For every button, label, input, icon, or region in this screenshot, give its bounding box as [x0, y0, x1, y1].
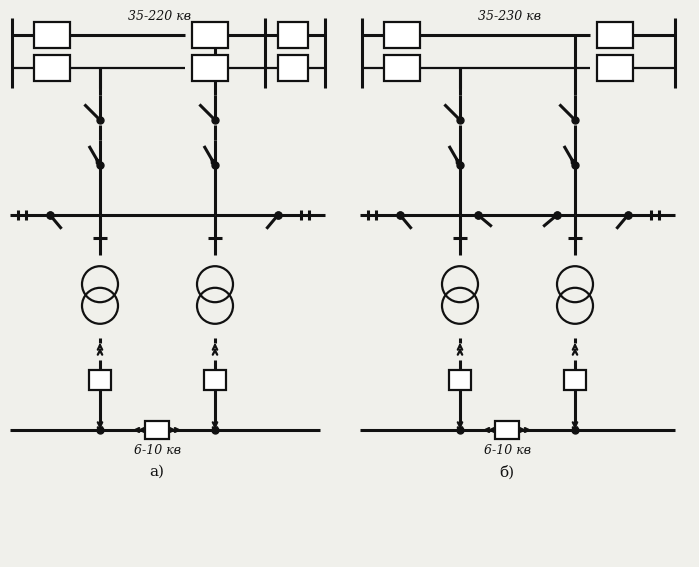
Bar: [495, 421, 519, 439]
Text: 35-230 кв: 35-230 кв: [479, 10, 542, 23]
Bar: [384, 22, 420, 48]
Bar: [145, 421, 169, 439]
Bar: [204, 370, 226, 390]
Text: а): а): [150, 465, 164, 479]
Bar: [597, 55, 633, 81]
Bar: [384, 55, 420, 81]
Bar: [89, 370, 111, 390]
Bar: [597, 22, 633, 48]
Bar: [564, 370, 586, 390]
Text: 6-10 кв: 6-10 кв: [134, 443, 180, 456]
Text: 6-10 кв: 6-10 кв: [484, 443, 531, 456]
Bar: [34, 55, 70, 81]
Text: 35-220 кв: 35-220 кв: [129, 10, 192, 23]
Bar: [192, 22, 228, 48]
Bar: [192, 55, 228, 81]
Bar: [449, 370, 471, 390]
Bar: [278, 55, 308, 81]
Text: б): б): [500, 465, 514, 479]
Bar: [278, 22, 308, 48]
Bar: [34, 22, 70, 48]
